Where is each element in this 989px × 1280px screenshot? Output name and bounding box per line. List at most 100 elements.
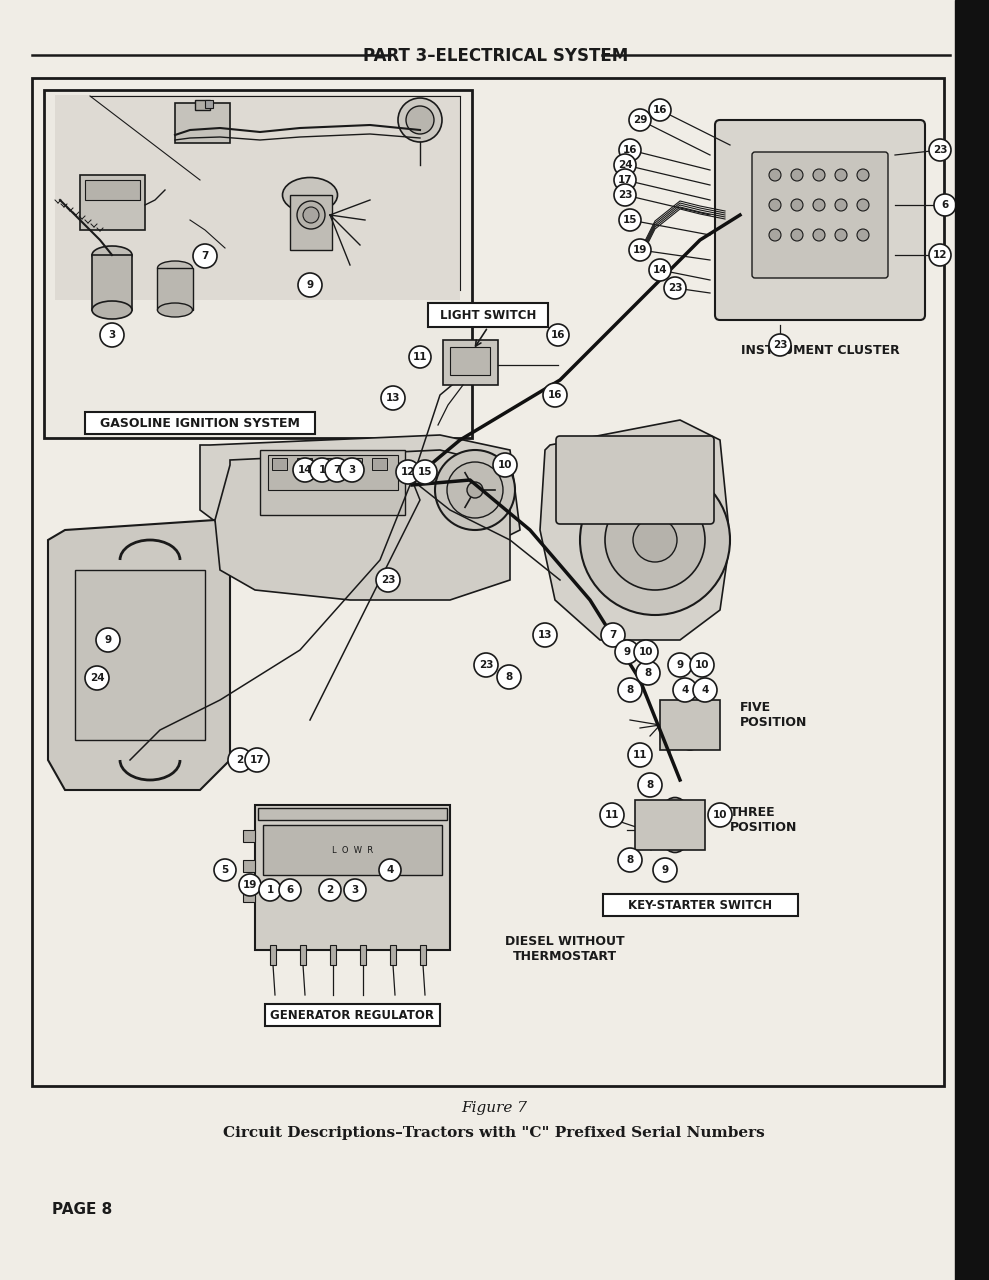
Circle shape <box>618 678 642 701</box>
Text: 8: 8 <box>505 672 512 682</box>
Ellipse shape <box>658 797 692 852</box>
Bar <box>428 303 548 326</box>
Text: 14: 14 <box>653 265 668 275</box>
Bar <box>80 175 145 230</box>
Circle shape <box>379 859 401 881</box>
Text: DIESEL WITHOUT
THERMOSTART: DIESEL WITHOUT THERMOSTART <box>505 934 625 963</box>
Circle shape <box>619 209 641 230</box>
Circle shape <box>413 460 437 484</box>
Circle shape <box>673 678 697 701</box>
Polygon shape <box>48 520 230 790</box>
Text: 9: 9 <box>307 280 314 291</box>
Text: Figure 7: Figure 7 <box>461 1101 527 1115</box>
Bar <box>44 90 472 438</box>
Text: KEY-STARTER SWITCH: KEY-STARTER SWITCH <box>628 899 772 911</box>
Circle shape <box>193 244 217 268</box>
Circle shape <box>615 640 639 664</box>
Circle shape <box>614 154 636 177</box>
Text: 9: 9 <box>676 660 683 669</box>
Circle shape <box>629 109 651 131</box>
Bar <box>330 945 336 965</box>
Polygon shape <box>200 435 520 561</box>
Circle shape <box>929 244 951 266</box>
Circle shape <box>279 879 301 901</box>
Text: 10: 10 <box>497 460 512 470</box>
Text: 13: 13 <box>538 630 552 640</box>
Circle shape <box>619 140 641 161</box>
Text: 10: 10 <box>694 660 709 669</box>
Text: 2: 2 <box>236 755 243 765</box>
Circle shape <box>668 653 692 677</box>
Ellipse shape <box>157 303 193 317</box>
Bar <box>85 412 315 434</box>
Text: FIVE
POSITION: FIVE POSITION <box>740 701 807 730</box>
Circle shape <box>638 773 662 797</box>
Circle shape <box>690 653 714 677</box>
Circle shape <box>857 169 869 180</box>
Bar <box>157 268 193 310</box>
Circle shape <box>406 106 434 134</box>
Text: 23: 23 <box>933 145 947 155</box>
Text: 12: 12 <box>933 250 947 260</box>
Text: 16: 16 <box>551 330 566 340</box>
Circle shape <box>381 387 405 410</box>
Circle shape <box>239 874 261 896</box>
Text: 9: 9 <box>105 635 112 645</box>
Text: 19: 19 <box>633 244 647 255</box>
Text: 29: 29 <box>633 115 647 125</box>
Bar <box>32 78 944 1085</box>
Text: 1: 1 <box>266 884 274 895</box>
Text: 8: 8 <box>645 668 652 678</box>
Text: 8: 8 <box>647 780 654 790</box>
Text: GASOLINE IGNITION SYSTEM: GASOLINE IGNITION SYSTEM <box>100 416 300 430</box>
Text: 4: 4 <box>681 685 688 695</box>
Text: LIGHT SWITCH: LIGHT SWITCH <box>440 308 536 321</box>
Bar <box>360 945 366 965</box>
Circle shape <box>293 458 317 483</box>
Bar <box>347 458 362 470</box>
Text: 6: 6 <box>942 200 948 210</box>
Circle shape <box>614 184 636 206</box>
Circle shape <box>580 465 730 614</box>
Circle shape <box>297 201 325 229</box>
Text: 23: 23 <box>618 189 632 200</box>
Text: 12: 12 <box>401 467 415 477</box>
Circle shape <box>601 623 625 646</box>
Ellipse shape <box>283 178 337 212</box>
Bar <box>265 1004 440 1027</box>
Circle shape <box>857 198 869 211</box>
Circle shape <box>629 239 651 261</box>
Circle shape <box>245 748 269 772</box>
Bar <box>443 340 498 385</box>
Bar <box>290 195 332 250</box>
Text: Circuit Descriptions–Tractors with "C" Prefixed Serial Numbers: Circuit Descriptions–Tractors with "C" P… <box>224 1126 764 1140</box>
Circle shape <box>376 568 400 591</box>
Circle shape <box>214 859 236 881</box>
Bar <box>85 180 140 200</box>
Text: 8: 8 <box>626 855 634 865</box>
Circle shape <box>664 276 686 300</box>
Circle shape <box>813 229 825 241</box>
Circle shape <box>653 858 677 882</box>
Circle shape <box>325 458 349 483</box>
Ellipse shape <box>92 301 132 319</box>
Circle shape <box>769 334 791 356</box>
Text: 17: 17 <box>618 175 632 186</box>
Text: 3: 3 <box>351 884 359 895</box>
Circle shape <box>409 346 431 369</box>
Text: 5: 5 <box>222 865 228 876</box>
Text: PART 3–ELECTRICAL SYSTEM: PART 3–ELECTRICAL SYSTEM <box>363 47 629 65</box>
Circle shape <box>934 195 956 216</box>
Text: THREE
POSITION: THREE POSITION <box>730 806 797 835</box>
Bar <box>92 255 132 310</box>
Text: INSTRUMENT CLUSTER: INSTRUMENT CLUSTER <box>741 343 899 357</box>
Circle shape <box>835 198 847 211</box>
Circle shape <box>634 640 658 664</box>
Bar <box>390 945 396 965</box>
Text: 15: 15 <box>417 467 432 477</box>
Bar <box>175 102 230 143</box>
Bar <box>260 451 405 515</box>
Bar <box>635 800 705 850</box>
Bar <box>255 805 450 950</box>
Circle shape <box>791 169 803 180</box>
